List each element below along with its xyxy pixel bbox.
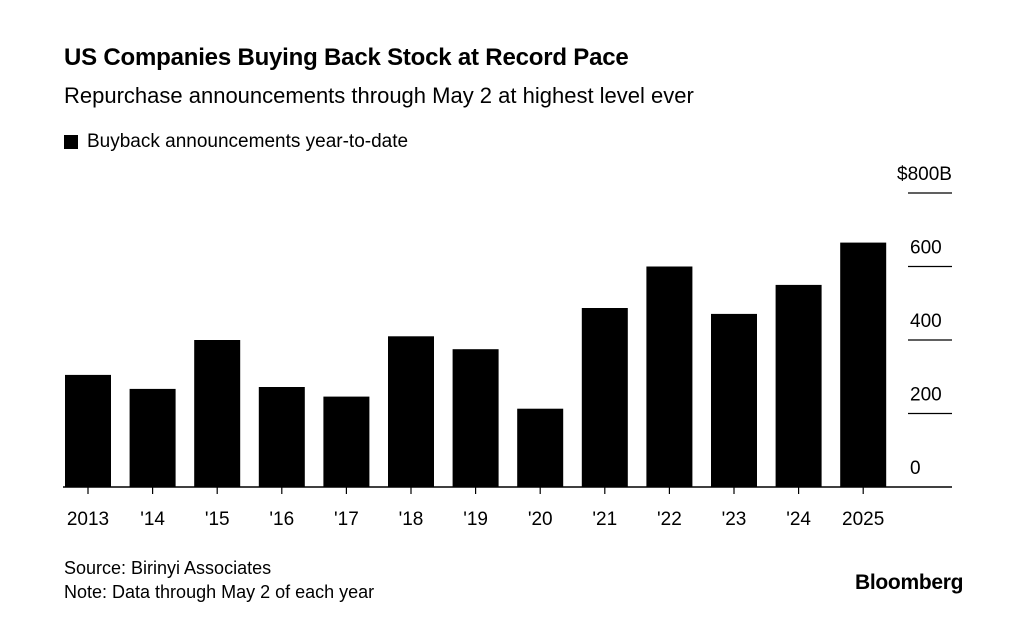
x-tick-label: 2025 bbox=[842, 509, 884, 530]
x-tick-label: '21 bbox=[592, 509, 617, 530]
x-tick-label: '22 bbox=[657, 509, 682, 530]
x-tick-label: '15 bbox=[205, 509, 230, 530]
legend-label: Buyback announcements year-to-date bbox=[87, 131, 409, 152]
bar-18 bbox=[388, 336, 434, 487]
footer-notes: Source: Birinyi Associates Note: Data th… bbox=[64, 556, 374, 604]
y-axis: 0 200 400 600 $800B bbox=[897, 164, 952, 479]
bar-2013 bbox=[65, 374, 111, 487]
x-tick-label: '19 bbox=[463, 509, 488, 530]
source-text: Source: Birinyi Associates bbox=[64, 558, 272, 578]
bar-16 bbox=[258, 387, 305, 487]
legend-swatch bbox=[64, 135, 78, 149]
x-axis: 2013 '14 '15 '16 '17 '18 '19 '20 '21 '22 '23 '24 202… bbox=[63, 486, 952, 530]
y-tick-label: $800B bbox=[897, 164, 952, 185]
bar-24 bbox=[775, 284, 822, 487]
bar-15 bbox=[194, 340, 241, 487]
bar-20 bbox=[517, 408, 564, 487]
bar-14 bbox=[129, 388, 176, 487]
bar-19 bbox=[452, 349, 499, 487]
y-tick-label: 200 bbox=[910, 385, 942, 406]
x-tick-label: 2013 bbox=[67, 509, 109, 530]
bar-23 bbox=[711, 313, 757, 487]
legend: Buyback announcements year-to-date bbox=[64, 131, 408, 153]
bars-group bbox=[65, 242, 887, 487]
y-tick-label: 400 bbox=[910, 311, 942, 332]
note-text: Note: Data through May 2 of each year bbox=[64, 582, 375, 602]
bar-22 bbox=[646, 266, 693, 487]
bar-2025 bbox=[840, 242, 887, 487]
y-tick-label: 600 bbox=[910, 238, 942, 259]
chart-title: US Companies Buying Back Stock at Record… bbox=[64, 44, 629, 71]
x-tick-label: '18 bbox=[399, 509, 424, 530]
bloomberg-logo: Bloomberg bbox=[855, 571, 964, 594]
x-tick-label: '24 bbox=[786, 509, 811, 530]
x-tick-label: '17 bbox=[334, 509, 359, 530]
chart-subtitle: Repurchase announcements through May 2 a… bbox=[64, 83, 694, 108]
bar-21 bbox=[581, 308, 628, 487]
x-tick-label: '14 bbox=[140, 509, 165, 530]
x-tick-label: '20 bbox=[528, 509, 553, 530]
x-tick-label: '16 bbox=[269, 509, 294, 530]
x-tick-label: '23 bbox=[722, 509, 747, 530]
bar-17 bbox=[323, 396, 370, 487]
y-tick-label: 0 bbox=[910, 458, 921, 479]
